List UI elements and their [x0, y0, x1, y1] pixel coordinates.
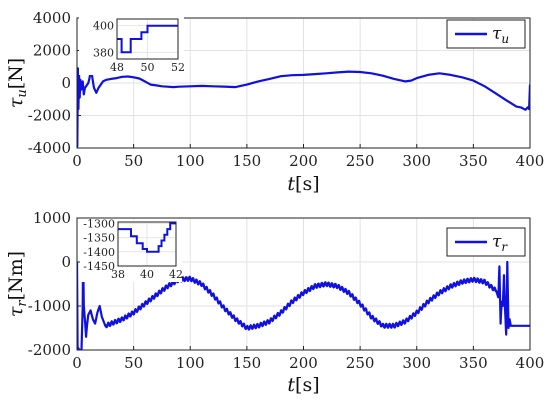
tau-r-legend-symbol: τ [492, 232, 502, 252]
tau-u-inset-ytick-label: 380 [93, 46, 114, 59]
tau-r-inset-xtick-label: 40 [140, 268, 154, 281]
tau-u-inset-xtick-label: 48 [110, 61, 124, 74]
tau-r-inset-ticks: 38 40 42 -1300 -1350-1400-1450 [83, 217, 183, 281]
tau-u-xtick-label: 300 [402, 152, 431, 170]
tau-u-xlabel-symbol: t [287, 173, 295, 195]
tau-r-ylabel-subscript: r [15, 300, 30, 307]
tau-r-inset-ytick-label: -1350 [83, 232, 115, 245]
tau-r-inset-series [118, 222, 176, 253]
tau-u-ylabel: τu[N] [5, 58, 30, 108]
tau-r-inset-ytick-label: -1400 [83, 246, 115, 259]
tau-u-inset-frame [116, 18, 179, 60]
tau-r-xlabel: t[s] [287, 374, 319, 396]
tau-r-inset-xtick-label: 38 [111, 268, 125, 281]
tau-r-xtick-label: 50 [124, 354, 143, 372]
tau-u-inset: 48 50 52 380 400 [79, 17, 185, 75]
tau-r-ytick-label: 1000 [33, 209, 71, 227]
tau-r-ticks: 0 50 100 150 200 250 300 350 400 -2000 -1000 0 1000 [28, 209, 545, 372]
tau-u-series-line [77, 67, 530, 148]
tau-u-ytick-label: 4000 [33, 9, 71, 27]
tau-u-ticks: 0 50 100 150 200 250 300 350 400 -4000 -2000 0 2000 4… [28, 9, 545, 170]
tau-r-panel: 0 50 100 150 200 250 300 350 400-2000-100001000 … [5, 209, 544, 396]
tau-u-xtick-label: 200 [289, 152, 318, 170]
tau-u-xlabel-unit: [s] [295, 173, 320, 195]
tau-u-xtick-label: 100 [176, 152, 205, 170]
tau-r-ytick-label: -1000 [28, 297, 71, 315]
tau-u-plot-frame [76, 17, 531, 149]
tau-r-xlabel-unit: [s] [295, 374, 320, 396]
tau-u-xtick-label: 250 [346, 152, 375, 170]
tau-u-inset-ytick-label: 400 [93, 20, 114, 33]
tau-r-ylabel-symbol: τ [5, 306, 27, 317]
tau-r-legend-subscript: r [501, 240, 508, 254]
tau-u-ylabel-subscript: u [15, 89, 30, 97]
tau-u-inset-ticks: 48 50 52 380 400 [93, 20, 185, 74]
tau-r-xtick-label: 100 [176, 354, 205, 372]
tau-u-xtick-label: 50 [124, 152, 143, 170]
tau-u-legend: τu [446, 19, 526, 49]
tau-r-inset: 38 40 42 -1300 -1350-1400-1450 [80, 217, 183, 282]
tau-u-inset-xtick-label: 52 [171, 61, 185, 74]
tau-r-ytick-label: -2000 [28, 341, 71, 359]
tau-r-ytick-label: 0 [61, 253, 71, 271]
tau-u-inset-series [117, 24, 178, 54]
tau-u-series [77, 67, 530, 148]
tau-r-ylabel: τr[Nm] [5, 251, 30, 317]
tau-u-ytick-label: -4000 [28, 139, 71, 157]
tau-u-panel: 0 50 100 150 200 250 300 350 400 -4000 -2000 0 2000 4… [5, 9, 544, 195]
tau-r-plot-frame [76, 217, 531, 351]
tau-u-ytick-label: -2000 [28, 107, 71, 125]
tau-r-xtick-label: 300 [402, 354, 431, 372]
tau-u-xtick-label: 350 [459, 152, 488, 170]
tau-r-inset-frame [117, 221, 177, 267]
tau-r-xtick-label: 150 [233, 354, 262, 372]
tau-u-xtick-label: 400 [516, 152, 545, 170]
tau-r-xtick-label: 350 [459, 354, 488, 372]
tau-r-series [77, 256, 530, 350]
tau-u-xlabel: t[s] [287, 173, 319, 195]
tau-u-legend-symbol: τ [492, 24, 502, 44]
tau-r-inset-series-line [118, 222, 176, 253]
tau-u-ylabel-unit: [N] [5, 58, 27, 89]
tau-r-xtick-label: 400 [516, 354, 545, 372]
tau-u-xtick-label: 0 [72, 152, 82, 170]
tau-u-ytick-label: 0 [61, 74, 71, 92]
tau-u-legend-subscript: u [501, 32, 509, 46]
tau-r-legend-label: τr [492, 232, 508, 254]
tau-r-ylabel-unit: [Nm] [5, 251, 27, 300]
tau-r-xlabel-symbol: t [287, 374, 295, 396]
tau-r-xtick-label: 200 [289, 354, 318, 372]
tau-r-xtick-label: 250 [346, 354, 375, 372]
tau-r-xtick-label: 0 [72, 354, 82, 372]
tau-r-series-line [77, 256, 530, 350]
tau-r-inset-ytick-label: -1300 [83, 217, 115, 230]
tau-u-inset-xtick-label: 50 [141, 61, 155, 74]
tau-r-inset-ytick-label: -1450 [83, 260, 115, 273]
tau-u-ytick-label: 2000 [33, 42, 71, 60]
tau-r-inset-xtick-label: 42 [169, 268, 183, 281]
tau-u-inset-series-line [117, 24, 178, 54]
tau-u-ylabel-symbol: τ [5, 97, 27, 108]
tau-u-legend-label: τu [492, 24, 509, 46]
tau-r-legend: τr [446, 227, 526, 257]
tau-u-xtick-label: 150 [233, 152, 262, 170]
